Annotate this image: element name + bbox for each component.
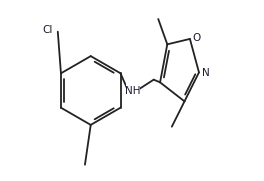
- Text: O: O: [193, 33, 201, 43]
- FancyBboxPatch shape: [192, 31, 202, 44]
- FancyBboxPatch shape: [201, 66, 211, 80]
- FancyBboxPatch shape: [126, 83, 140, 98]
- Text: Cl: Cl: [42, 25, 52, 35]
- Text: N: N: [202, 68, 209, 78]
- Text: NH: NH: [125, 85, 141, 96]
